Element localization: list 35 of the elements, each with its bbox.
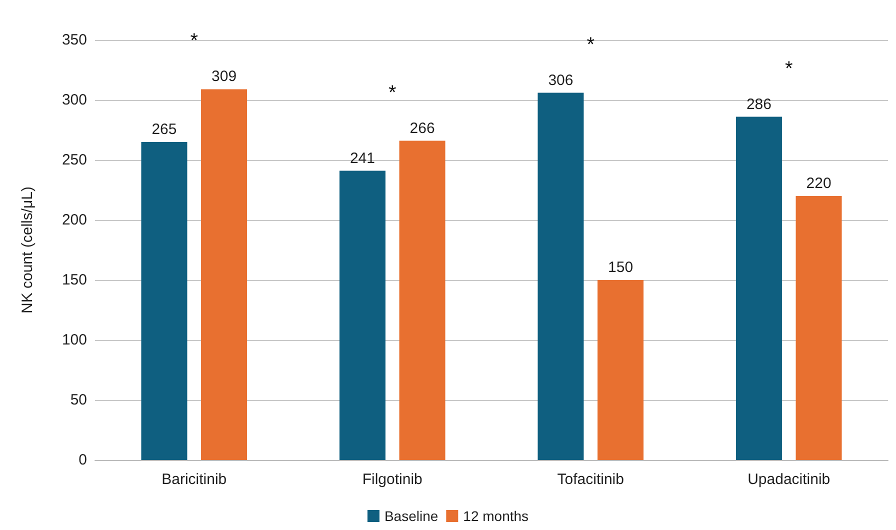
bar xyxy=(538,92,584,460)
bar xyxy=(598,280,644,460)
x-tick-label: Tofacitinib xyxy=(557,471,624,488)
legend-label: Baseline xyxy=(384,508,438,524)
data-label: 220 xyxy=(806,175,832,192)
annotation: * xyxy=(586,34,595,56)
data-label: 150 xyxy=(608,259,634,276)
annotation: * xyxy=(190,30,198,52)
y-tick-label: 150 xyxy=(62,272,87,288)
x-tick-label: Baricitinib xyxy=(162,471,227,488)
x-tick-label: Upadacitinib xyxy=(748,471,830,488)
data-label: 286 xyxy=(746,96,772,113)
bar xyxy=(339,170,386,460)
bar xyxy=(399,140,446,460)
annotation: * xyxy=(784,58,793,80)
data-label: 266 xyxy=(410,120,435,137)
x-tick-label: Filgotinib xyxy=(362,471,422,488)
y-axis-title: NK count (cells/μL) xyxy=(19,186,36,314)
y-tick-label: 350 xyxy=(62,32,87,48)
y-tick-label: 100 xyxy=(62,332,87,348)
bar xyxy=(201,89,248,460)
data-label: 241 xyxy=(350,150,375,167)
y-tick-label: 250 xyxy=(62,152,87,168)
y-tick-label: 0 xyxy=(78,452,87,468)
annotation: * xyxy=(388,82,396,104)
bar xyxy=(736,116,782,460)
data-label: 306 xyxy=(548,72,574,89)
data-label: 309 xyxy=(212,68,237,86)
y-tick-label: 200 xyxy=(62,212,87,228)
bar xyxy=(141,142,188,460)
bar xyxy=(796,196,842,460)
data-label: 265 xyxy=(152,121,177,138)
y-tick-label: 50 xyxy=(70,392,87,408)
legend-label: 12 months xyxy=(463,508,529,524)
y-tick-label: 300 xyxy=(62,92,87,108)
